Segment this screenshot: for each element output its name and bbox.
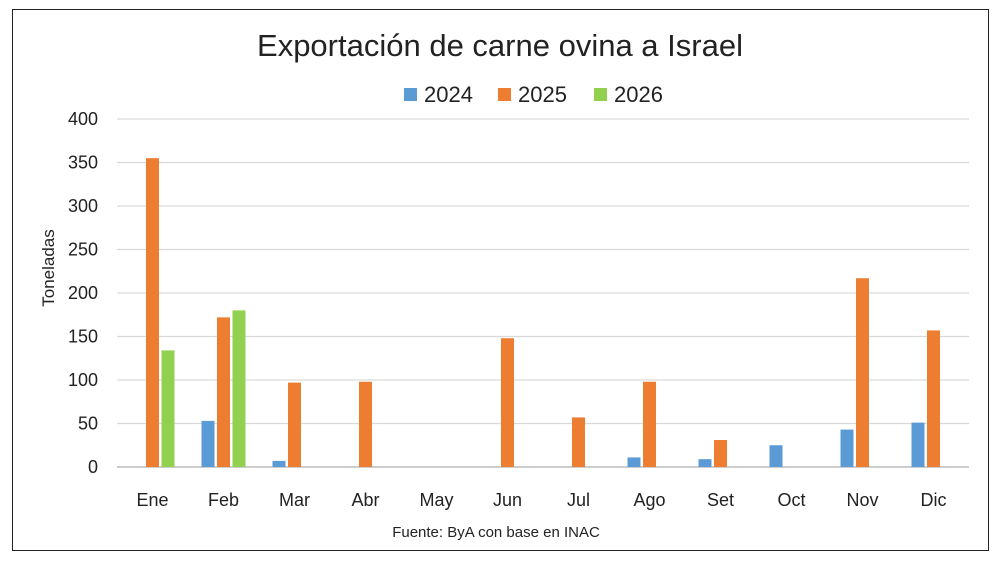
bar-2025-Jun (501, 338, 514, 467)
bar-2025-Ago (643, 381, 656, 467)
bar-2024-Oct (769, 445, 783, 467)
x-tick-label: Mar (279, 490, 310, 510)
y-tick-label: 150 (68, 327, 98, 347)
bar-2025-Ene (146, 158, 159, 467)
legend-swatch-2025 (498, 88, 511, 101)
x-tick-label: Jul (567, 490, 590, 510)
bar-2024-Nov (840, 429, 854, 467)
bars (146, 158, 940, 467)
x-tick-label: Nov (846, 490, 878, 510)
legend-swatch-2026 (594, 88, 607, 101)
y-axis-title: Toneladas (39, 229, 58, 307)
bar-2025-Abr (359, 381, 372, 467)
x-tick-labels: Ene Feb Mar Abr May Jun Jul Ago Set Oct Nov Dic (136, 490, 946, 510)
x-tick-label: Feb (208, 490, 239, 510)
source-note: Fuente: ByA con base en INAC (392, 524, 600, 541)
x-tick-label: Abr (351, 490, 379, 510)
x-tick-label: Jun (493, 490, 522, 510)
y-tick-label: 100 (68, 370, 98, 390)
y-tick-label: 0 (88, 457, 98, 477)
legend-swatch-2024 (404, 88, 417, 101)
y-tick-label: 400 (68, 109, 98, 129)
bar-2026-Feb (232, 310, 246, 467)
bar-2026-Ene (161, 350, 175, 467)
legend-label-2025: 2025 (518, 82, 567, 107)
y-tick-label: 250 (68, 240, 98, 260)
bar-2024-Mar (272, 460, 286, 467)
bar-2025-Jul (572, 417, 585, 467)
x-tick-label: Ene (136, 490, 168, 510)
bar-2025-Nov (856, 278, 869, 467)
legend-label-2024: 2024 (424, 82, 473, 107)
y-tick-label: 300 (68, 196, 98, 216)
bar-2024-Feb (201, 420, 215, 467)
y-tick-labels: 0 50 100 150 200 250 300 350 400 (68, 109, 98, 477)
y-tick-label: 350 (68, 153, 98, 173)
bar-2025-Set (714, 440, 727, 467)
bar-2024-Ago (627, 457, 641, 467)
bar-2024-Set (698, 459, 712, 467)
bar-2025-Mar (288, 382, 301, 467)
x-tick-label: Oct (777, 490, 805, 510)
legend: 2024 2025 2026 (404, 82, 663, 107)
x-tick-label: Dic (921, 490, 947, 510)
y-tick-label: 200 (68, 283, 98, 303)
x-tick-label: Ago (633, 490, 665, 510)
bar-2025-Dic (927, 330, 940, 467)
x-tick-label: May (419, 490, 453, 510)
y-tick-label: 50 (78, 414, 98, 434)
bar-2024-Dic (911, 422, 925, 467)
legend-label-2026: 2026 (614, 82, 663, 107)
chart-title: Exportación de carne ovina a Israel (257, 28, 743, 63)
gridlines (117, 118, 969, 468)
bar-2025-Feb (217, 317, 230, 467)
x-tick-label: Set (707, 490, 734, 510)
